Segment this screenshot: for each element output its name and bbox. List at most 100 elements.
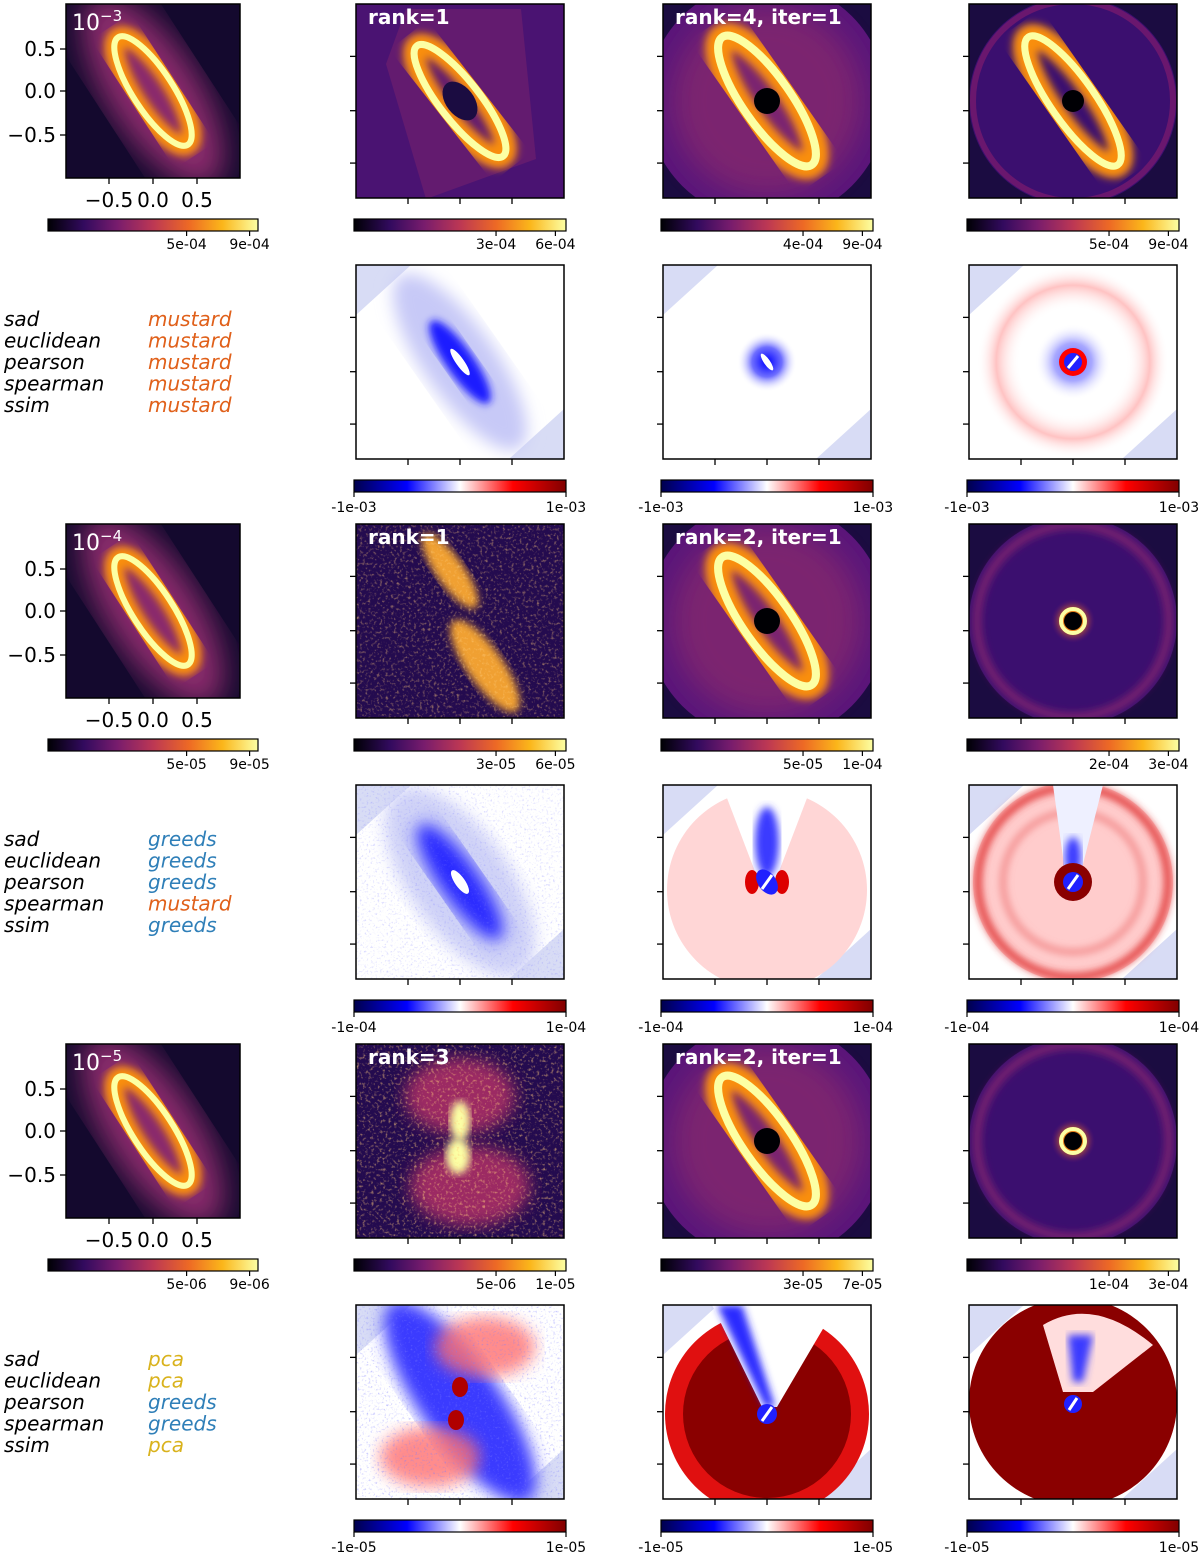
- residual-colorbar-tick-label: -1e-04: [944, 1020, 990, 1036]
- residual-colorbar-tick-label: -1e-04: [331, 1020, 377, 1036]
- residual-colorbar-tick-label: 1e-03: [853, 500, 893, 516]
- residual-panel: -1e-04 1e-04: [944, 784, 1199, 1036]
- estimate-colorbar-tick-label: 3e-05: [783, 1277, 823, 1293]
- metric-name: spearman: [4, 892, 104, 916]
- residual-colorbar-tick-label: -1e-03: [331, 500, 376, 516]
- metric-name: sad: [4, 827, 40, 851]
- estimate-colorbar-tick-label: 1e-04: [842, 757, 882, 773]
- estimate-label: rank=3: [368, 1045, 450, 1069]
- ground-truth-panel: 10−40.50.0−0.5−0.5 0.0 0.55e-05 9e-05: [7, 523, 270, 773]
- ground-truth-colorbar-tick-label: 9e-05: [229, 757, 269, 773]
- estimate-colorbar: 1e-04 3e-04: [966, 1258, 1189, 1293]
- residual-colorbar-tick-label: -1e-05: [638, 1540, 683, 1556]
- estimate-panel: rank=1 3e-05 6e-05: [350, 523, 576, 773]
- residual-colorbar-tick-label: -1e-04: [638, 1020, 684, 1036]
- metric-winner: mustard: [148, 892, 232, 916]
- residual-panel: -1e-03 1e-03: [944, 264, 1199, 516]
- residual-panel: -1e-03 1e-03: [331, 264, 586, 516]
- row-contrast-1: 10−30.50.0−0.5−0.5 0.0 0.55e-04 9e-04rank=1…: [3, 3, 1199, 516]
- residual-colorbar-tick-label: 1e-03: [546, 500, 586, 516]
- residual-colorbar: -1e-04 1e-04: [944, 999, 1199, 1036]
- residual-colorbar: -1e-04 1e-04: [331, 999, 586, 1036]
- estimate-colorbar: 5e-05 1e-04: [660, 738, 883, 773]
- estimate-panel: rank=2, iter=1 3e-05 7e-05: [657, 1043, 883, 1293]
- residual-colorbar: -1e-03 1e-03: [638, 479, 893, 516]
- residual-colorbar: -1e-03 1e-03: [944, 479, 1199, 516]
- y-tick-label: 0.0: [24, 599, 56, 623]
- x-tick-label: 0.0: [137, 708, 169, 732]
- contrast-label: 10−5: [72, 1047, 122, 1076]
- metric-name: euclidean: [4, 849, 101, 873]
- estimate-colorbar: 4e-04 9e-04: [660, 218, 883, 253]
- estimate-label: rank=4, iter=1: [675, 5, 842, 29]
- metric-winner: greeds: [148, 1412, 217, 1436]
- metric-choice-list: sad pca euclidean pca pearson greeds spearman g…: [3, 1347, 217, 1457]
- x-tick-label: 0.5: [181, 1228, 213, 1252]
- estimate-colorbar-tick-label: 2e-04: [1089, 757, 1129, 773]
- y-tick-label: 0.0: [24, 79, 56, 103]
- y-tick-label: 0.5: [24, 37, 56, 61]
- metric-winner: mustard: [148, 329, 232, 353]
- ground-truth-colorbar-tick-label: 5e-05: [166, 757, 206, 773]
- residual-colorbar-tick-label: 1e-04: [546, 1020, 586, 1036]
- x-tick-label: 0.5: [181, 708, 213, 732]
- row-contrast-2: 10−40.50.0−0.5−0.5 0.0 0.55e-05 9e-05rank=1…: [3, 523, 1199, 1036]
- metric-choice-list: sad mustard euclidean mustard pearson mustard…: [3, 307, 232, 417]
- row-contrast-3: 10−50.50.0−0.5−0.5 0.0 0.55e-06 9e-06rank=3…: [3, 1043, 1199, 1556]
- residual-colorbar-tick-label: 1e-05: [1159, 1540, 1199, 1556]
- ground-truth-colorbar-tick-label: 9e-04: [229, 237, 269, 253]
- x-tick-label: 0.0: [137, 1228, 169, 1252]
- residual-colorbar-tick-label: -1e-05: [331, 1540, 376, 1556]
- ground-truth-colorbar-tick-label: 5e-06: [166, 1277, 206, 1293]
- estimate-label: rank=1: [368, 5, 450, 29]
- estimate-panel: 1e-04 3e-04: [963, 1043, 1189, 1293]
- estimate-label: rank=2, iter=1: [675, 1045, 842, 1069]
- estimate-colorbar-tick-label: 9e-04: [842, 237, 882, 253]
- residual-colorbar: -1e-03 1e-03: [331, 479, 586, 516]
- x-tick-label: 0.0: [137, 188, 169, 212]
- residual-colorbar-tick-label: -1e-03: [944, 500, 989, 516]
- metric-winner: pca: [147, 1347, 184, 1371]
- metric-name: ssim: [4, 1433, 50, 1457]
- estimate-colorbar-tick-label: 5e-05: [783, 757, 823, 773]
- estimate-panel: rank=3 5e-06 1e-05: [350, 1043, 576, 1293]
- residual-panel: -1e-03 1e-03: [638, 264, 893, 516]
- ground-truth-colorbar-tick-label: 9e-06: [229, 1277, 269, 1293]
- metric-winner: greeds: [148, 827, 217, 851]
- residual-colorbar: -1e-04 1e-04: [638, 999, 893, 1036]
- ground-truth-panel: 10−50.50.0−0.5−0.5 0.0 0.55e-06 9e-06: [7, 1043, 270, 1293]
- metric-winner: mustard: [148, 393, 232, 417]
- estimate-colorbar-tick-label: 1e-05: [535, 1277, 575, 1293]
- estimate-colorbar-tick-label: 3e-05: [476, 757, 516, 773]
- estimate-colorbar: 2e-04 3e-04: [966, 738, 1189, 773]
- estimate-label: rank=2, iter=1: [675, 525, 842, 549]
- residual-colorbar-tick-label: -1e-03: [638, 500, 683, 516]
- estimate-colorbar-tick-label: 6e-04: [535, 237, 575, 253]
- estimate-colorbar: 5e-04 9e-04: [966, 218, 1189, 253]
- estimate-colorbar: 3e-05 6e-05: [353, 738, 576, 773]
- y-tick-label: −0.5: [7, 643, 56, 667]
- estimate-colorbar-tick-label: 1e-04: [1089, 1277, 1129, 1293]
- estimate-label: rank=1: [368, 525, 450, 549]
- estimate-colorbar-tick-label: 3e-04: [476, 237, 516, 253]
- residual-panel: -1e-05 1e-05: [331, 1304, 586, 1556]
- x-tick-label: −0.5: [85, 708, 134, 732]
- metric-name: euclidean: [4, 1369, 101, 1393]
- metric-name: pearson: [3, 350, 85, 374]
- y-tick-label: 0.5: [24, 1077, 56, 1101]
- metric-name: sad: [4, 1347, 40, 1371]
- metric-winner: mustard: [148, 307, 232, 331]
- estimate-colorbar-tick-label: 7e-05: [842, 1277, 882, 1293]
- estimate-panel: 2e-04 3e-04: [963, 523, 1189, 773]
- metric-name: spearman: [4, 1412, 104, 1436]
- estimate-colorbar-tick-label: 6e-05: [535, 757, 575, 773]
- estimate-panel: rank=1 3e-04 6e-04: [350, 3, 576, 253]
- estimate-colorbar-tick-label: 5e-04: [1089, 237, 1129, 253]
- residual-colorbar: -1e-05 1e-05: [638, 1519, 893, 1556]
- residual-colorbar-tick-label: -1e-05: [944, 1540, 989, 1556]
- estimate-panel: rank=2, iter=1 5e-05 1e-04: [657, 523, 883, 773]
- metric-name: euclidean: [4, 329, 101, 353]
- estimate-colorbar-tick-label: 3e-04: [1148, 757, 1188, 773]
- residual-colorbar-tick-label: 1e-03: [1159, 500, 1199, 516]
